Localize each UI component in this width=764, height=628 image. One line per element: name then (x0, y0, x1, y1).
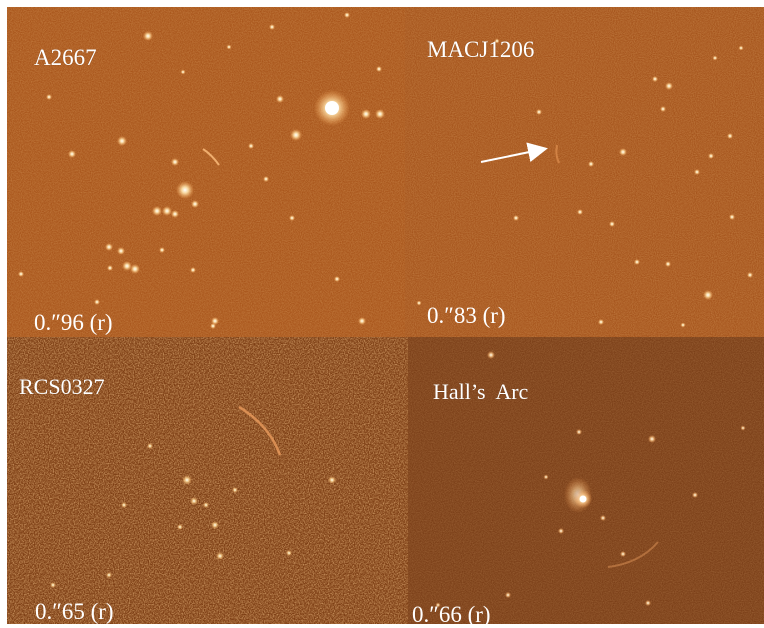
a2667-sources (18, 12, 385, 329)
panel-macj1206: MACJ1206 0.″83 (r) (405, 7, 764, 337)
halls-arc-image (408, 337, 764, 624)
panel-label-halls-arc: Hall’s Arc (433, 379, 529, 404)
arc-pointer-arrow (480, 142, 548, 163)
macj1206-sources (416, 38, 753, 328)
halls-arc-sources (435, 351, 746, 608)
panel-label-a2667: A2667 (34, 45, 97, 70)
macj1206-image (405, 7, 764, 337)
rcs0327-sources (50, 405, 336, 588)
rcs0327-image (7, 337, 408, 624)
panel-rcs0327: RCS0327 0.″65 (r) (7, 337, 408, 624)
panel-label-rcs0327: RCS0327 (19, 374, 105, 399)
panel-halls-arc: Hall’s Arc 0.″66 (r) (408, 337, 764, 624)
panel-a2667: A2667 0.″96 (r) (7, 7, 405, 337)
seeing-halls-arc: 0.″66 (r) (412, 602, 491, 624)
panel-label-macj1206: MACJ1206 (427, 37, 535, 62)
image-mosaic: A2667 0.″96 (r) (7, 7, 764, 624)
seeing-rcs0327: 0.″65 (r) (35, 599, 114, 624)
seeing-macj1206: 0.″83 (r) (427, 303, 506, 328)
a2667-image (7, 7, 405, 337)
seeing-a2667: 0.″96 (r) (34, 310, 113, 335)
